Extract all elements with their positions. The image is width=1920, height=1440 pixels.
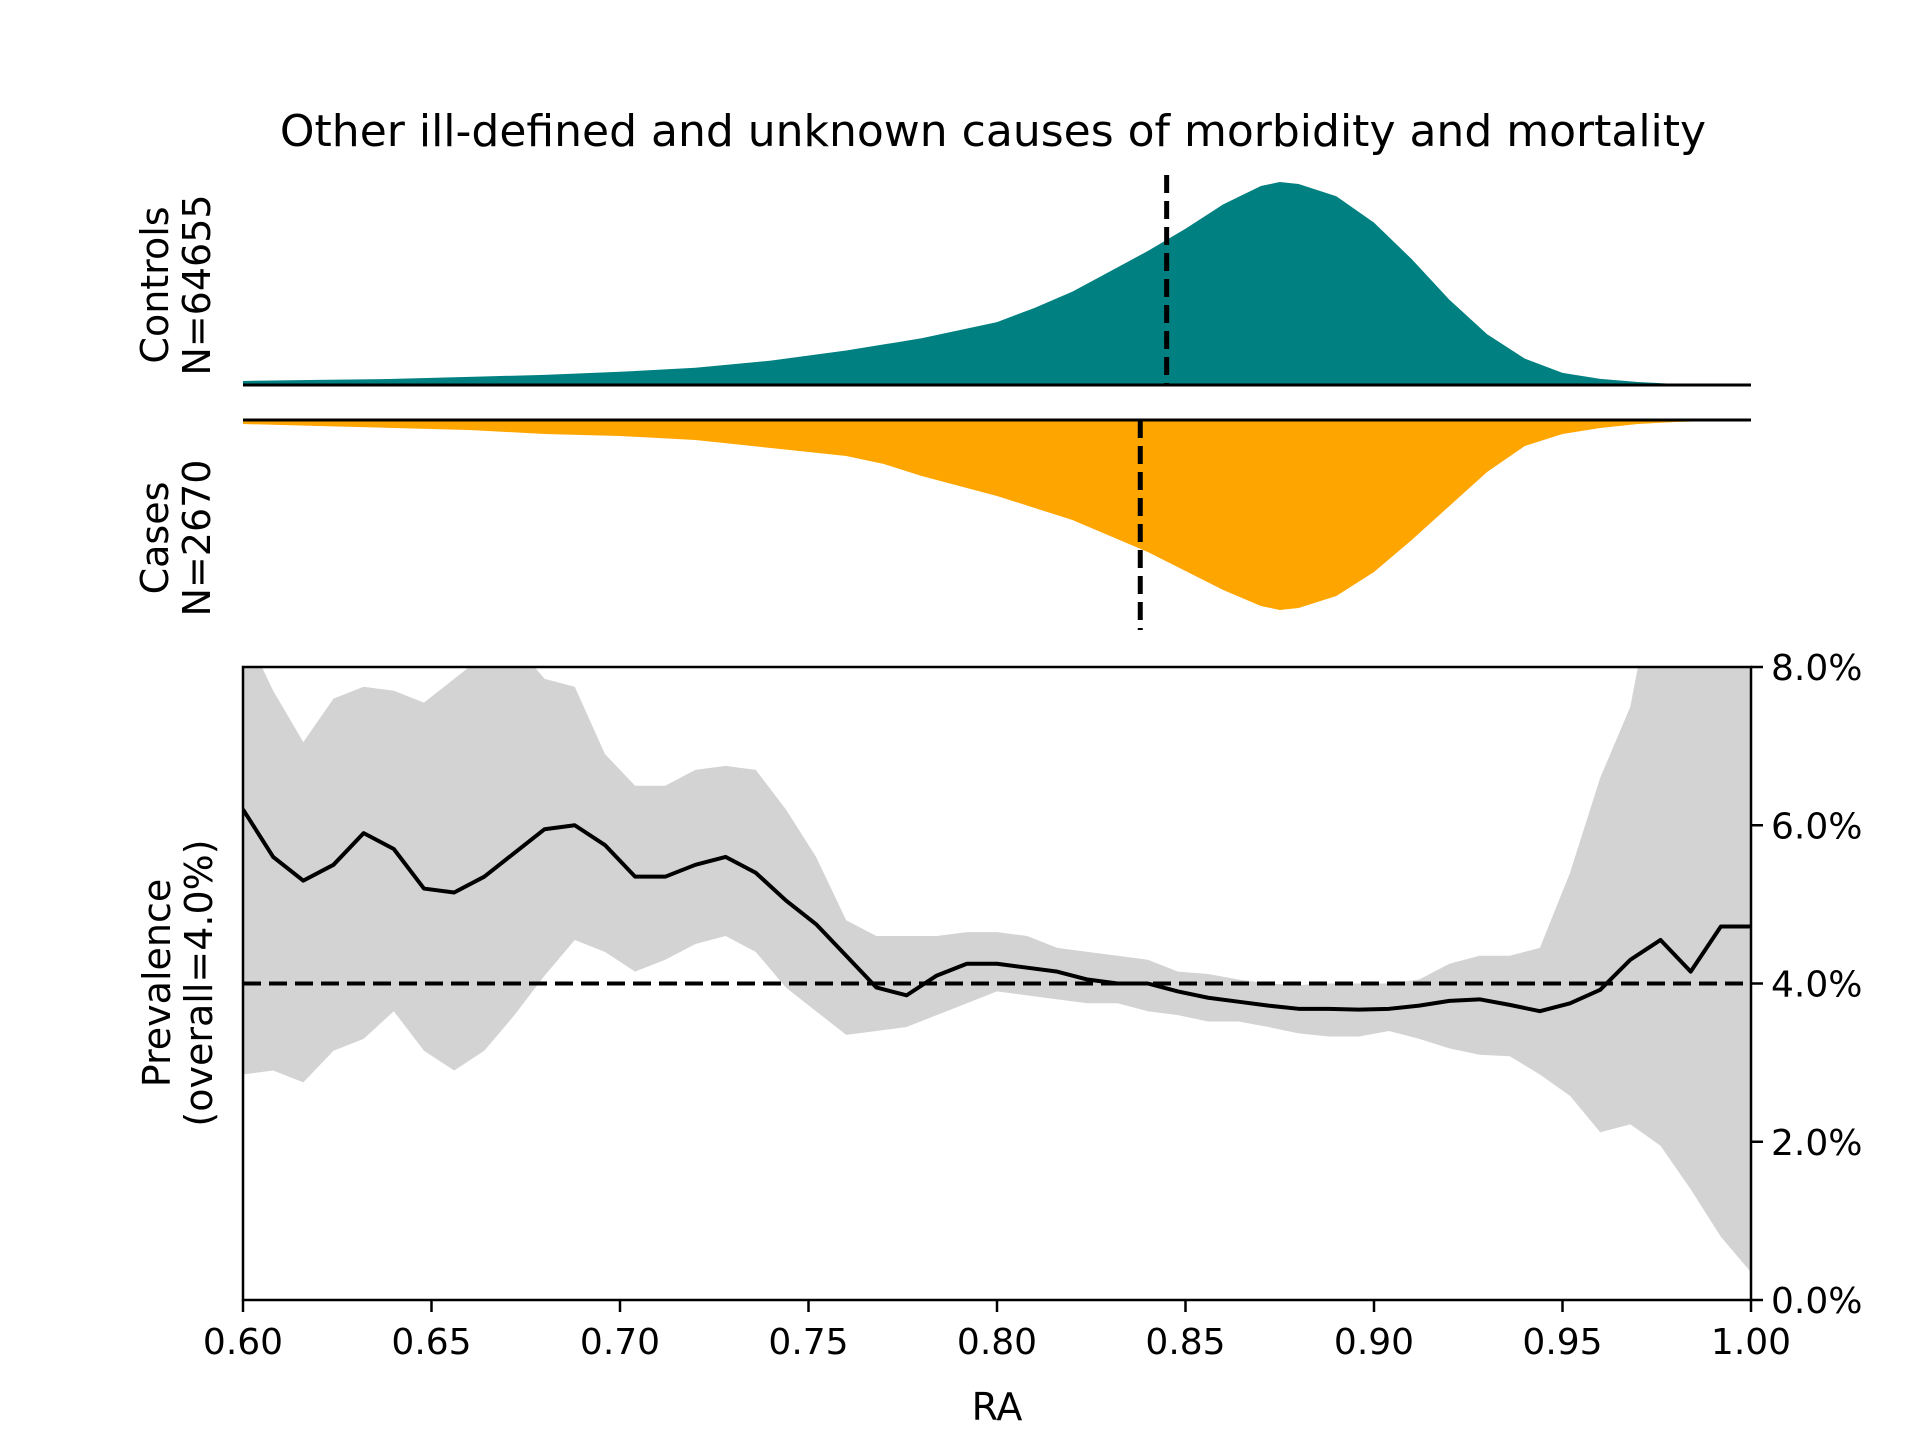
x-axis-ticks: 0.60 0.65 0.70 0.75 0.80 0.85 0.90 0.95 1.00 (203, 1300, 1791, 1363)
x-axis-label: RA (972, 1385, 1023, 1429)
cases-panel: Cases N=2670 (133, 418, 1751, 630)
y-tick-label: 6.0% (1771, 806, 1862, 847)
y-axis-label: Prevalence (135, 879, 179, 1087)
controls-density-area (243, 182, 1751, 385)
x-tick-label: 0.70 (580, 1322, 660, 1363)
x-tick-label: 0.95 (1522, 1322, 1602, 1363)
cases-density-area (243, 420, 1751, 610)
controls-label: Controls (133, 206, 177, 363)
prevalence-panel: 0.60 0.65 0.70 0.75 0.80 0.85 0.90 0.95 1.00 0.0… (135, 648, 1862, 1429)
x-tick-label: 1.00 (1711, 1322, 1791, 1363)
y-axis-label-overall: (overall=4.0%) (177, 839, 221, 1126)
x-tick-label: 0.80 (957, 1322, 1037, 1363)
x-tick-label: 0.85 (1145, 1322, 1225, 1363)
prevalence-confidence-band (243, 667, 1751, 1273)
y-tick-label: 8.0% (1771, 648, 1862, 689)
y-axis-ticks: 0.0% 2.0% 4.0% 6.0% 8.0% (1751, 648, 1862, 1322)
y-tick-label: 0.0% (1771, 1281, 1862, 1322)
cases-count: N=2670 (175, 460, 219, 617)
x-tick-label: 0.90 (1334, 1322, 1414, 1363)
x-tick-label: 0.60 (203, 1322, 283, 1363)
y-tick-label: 4.0% (1771, 965, 1862, 1006)
prevalence-line (243, 808, 1751, 1014)
x-tick-label: 0.65 (391, 1322, 471, 1363)
controls-panel: Controls N=64655 (133, 175, 1751, 387)
chart-title: Other ill-defined and unknown causes of … (280, 106, 1706, 157)
cases-label: Cases (133, 482, 177, 595)
y-tick-label: 2.0% (1771, 1123, 1862, 1164)
controls-count: N=64655 (175, 194, 219, 375)
x-tick-label: 0.75 (768, 1322, 848, 1363)
